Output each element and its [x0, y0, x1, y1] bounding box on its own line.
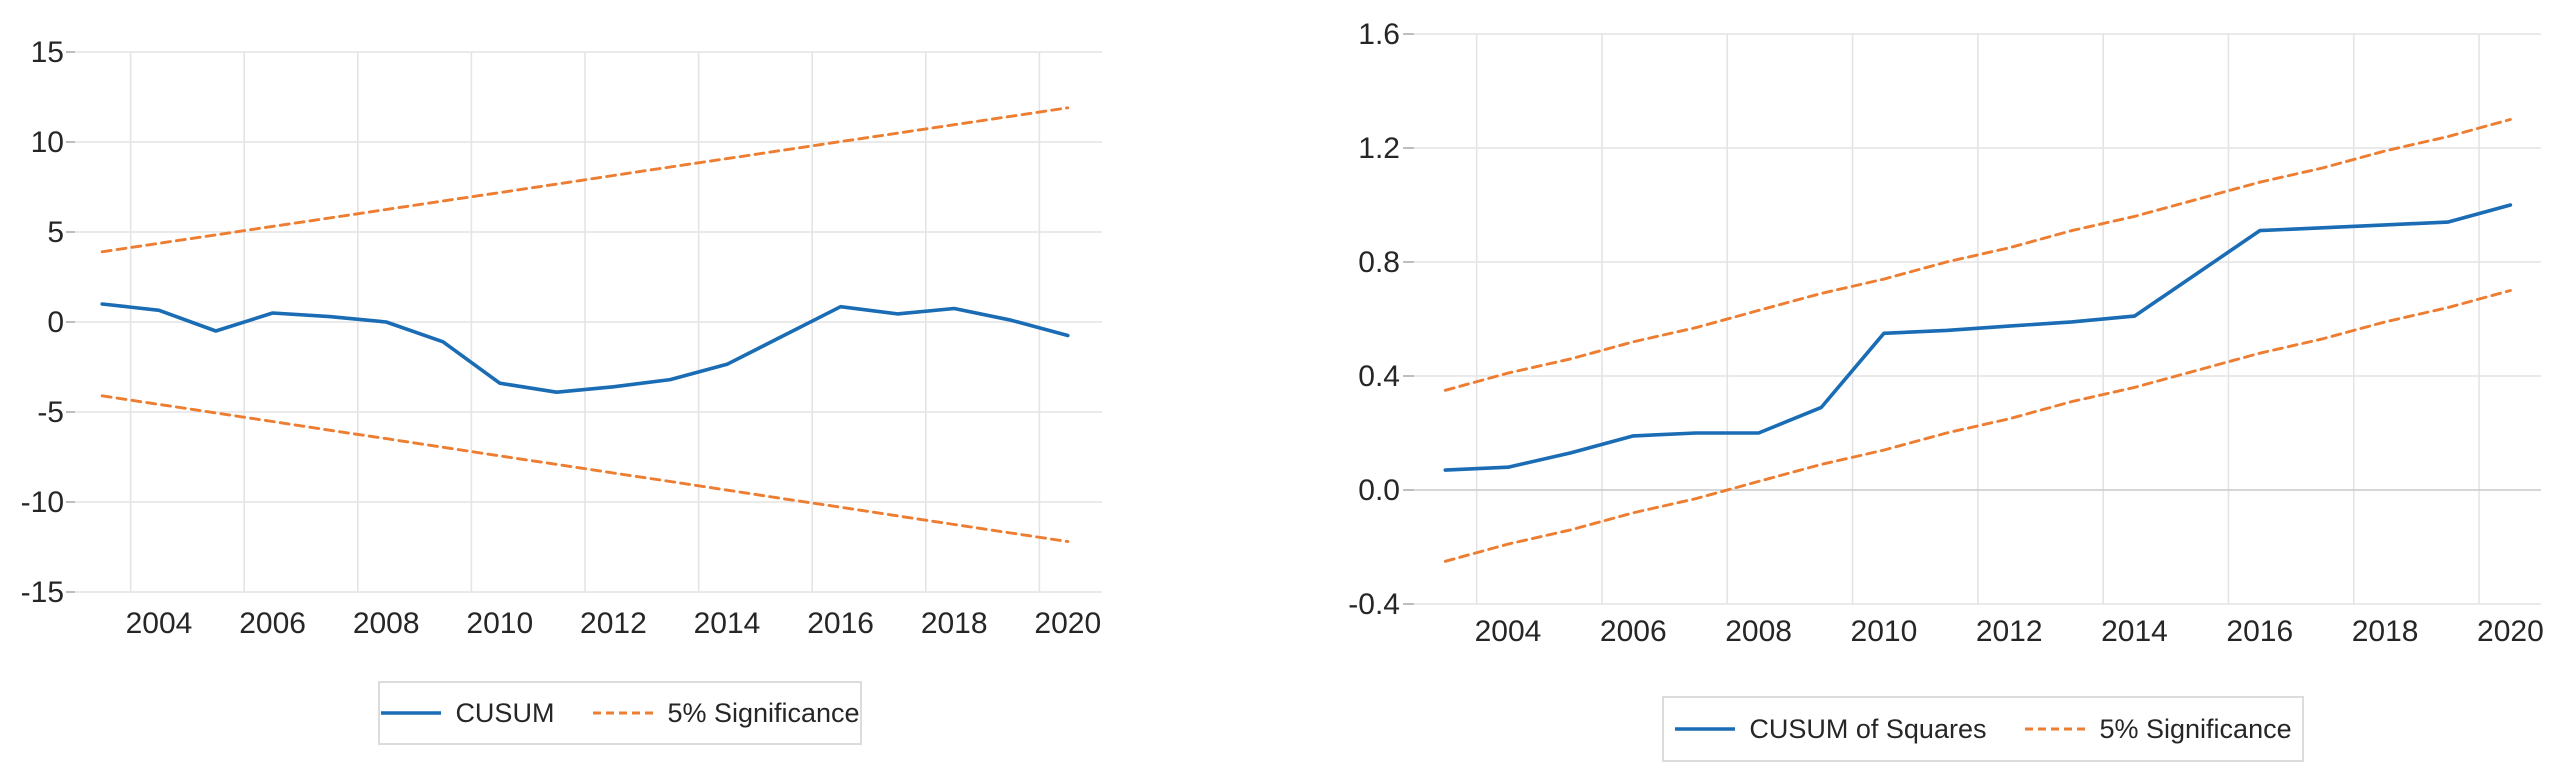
y-tick-label: 5 — [47, 216, 64, 249]
cusum-of-squares-upper-bound-line — [1443, 118, 2512, 392]
y-tick-label: 1.2 — [1358, 132, 1400, 165]
cusum-of-squares-chart: 1.6 1.2 0.8 0.4 0.0 -0.4 2004 2006 2008 2010 2012 2… — [1348, 18, 2543, 648]
legend-label-cusum-of-squares: CUSUM of Squares — [1749, 713, 1987, 744]
y-tick-label: -15 — [21, 576, 64, 609]
y-tick-label: 15 — [31, 36, 64, 69]
y-tick-label: 0 — [47, 306, 64, 339]
cusum-of-squares-lower-bound-line — [1443, 289, 2512, 563]
legend-label-cusum: CUSUM — [455, 697, 555, 728]
x-tick-label: 2016 — [2226, 615, 2293, 648]
y-tick-label: -10 — [21, 486, 64, 519]
cusum-line-swatch-icon — [380, 706, 442, 720]
cusum-upper-bound-line — [100, 106, 1070, 254]
x-tick-label: 2018 — [2352, 615, 2419, 648]
cusum-of-squares-series-line — [1443, 203, 2513, 472]
x-tick-label: 2006 — [239, 607, 306, 640]
x-tick-label: 2012 — [1976, 615, 2043, 648]
y-tick-label: 10 — [31, 126, 64, 159]
significance-dash-swatch-icon — [2024, 722, 2086, 736]
significance-dash-swatch-icon — [592, 706, 654, 720]
x-tick-label: 2008 — [1725, 615, 1792, 648]
legend-label-significance: 5% Significance — [2099, 713, 2292, 744]
y-tick-label: -0.4 — [1348, 588, 1400, 621]
y-tick-label: 0.8 — [1358, 246, 1400, 279]
y-tick-label: 0.0 — [1358, 474, 1400, 507]
cusum-lower-bound-line — [100, 394, 1070, 544]
x-tick-label: 2012 — [580, 607, 647, 640]
cusum-series-line — [100, 302, 1070, 395]
x-tick-label: 2008 — [353, 607, 420, 640]
x-tick-label: 2006 — [1600, 615, 1667, 648]
y-tick-label: -5 — [37, 396, 64, 429]
cusum-legend: CUSUM 5% Significance — [378, 681, 862, 745]
x-tick-label: 2004 — [1475, 615, 1542, 648]
x-tick-label: 2010 — [1851, 615, 1918, 648]
x-tick-label: 2004 — [126, 607, 193, 640]
legend-label-significance: 5% Significance — [667, 697, 860, 728]
y-tick-label: 1.6 — [1358, 18, 1400, 51]
cusumsq-line-swatch-icon — [1674, 722, 1736, 736]
x-tick-label: 2018 — [921, 607, 988, 640]
cusum-chart: 15 10 5 0 -5 -10 -15 2004 2006 2008 2010 2012 2014 20… — [21, 36, 1102, 640]
y-tick-label: 0.4 — [1358, 360, 1400, 393]
x-tick-label: 2014 — [694, 607, 761, 640]
x-tick-label: 2016 — [807, 607, 874, 640]
cusum-of-squares-legend: CUSUM of Squares 5% Significance — [1662, 696, 2304, 762]
x-tick-label: 2020 — [1034, 607, 1101, 640]
x-tick-label: 2014 — [2101, 615, 2168, 648]
x-tick-label: 2020 — [2477, 615, 2544, 648]
x-tick-label: 2010 — [466, 607, 533, 640]
